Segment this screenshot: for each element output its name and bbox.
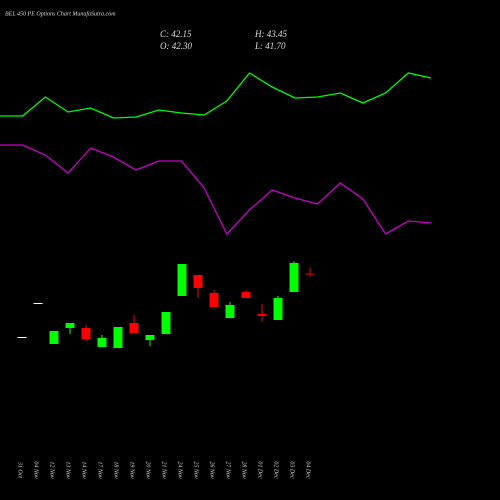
chart-title: BEL 450 PE Options Chart MunafaSutra.com bbox=[5, 10, 116, 17]
x-tick-label: 31 Oct bbox=[17, 461, 23, 478]
x-tick-label: 25 Nov bbox=[193, 461, 199, 479]
candle-body bbox=[33, 303, 43, 304]
x-tick-label: 04 Nov bbox=[33, 461, 40, 479]
x-tick-label: 12 Nov bbox=[49, 461, 55, 479]
x-tick-label: 04 Dec bbox=[305, 461, 312, 478]
candle-body bbox=[17, 337, 27, 338]
candle-body bbox=[241, 292, 251, 298]
candle-body bbox=[113, 327, 123, 348]
x-tick-label: 19 Nov bbox=[129, 461, 135, 479]
x-tick-label: 03 Dec bbox=[289, 461, 295, 478]
x-tick-label: 21 Nov bbox=[161, 461, 167, 479]
x-tick-label: 01 Dec bbox=[257, 461, 263, 478]
x-tick-label: 24 Nov bbox=[177, 461, 184, 479]
x-tick-label: 02 Dec bbox=[273, 461, 279, 478]
candle-body bbox=[289, 263, 299, 292]
x-tick-label: 18 Nov bbox=[113, 461, 119, 479]
x-tick-label: 17 Nov bbox=[97, 461, 103, 479]
candle-body bbox=[209, 293, 219, 307]
low-label: L: 41.70 bbox=[254, 41, 286, 51]
candle-body bbox=[49, 331, 59, 344]
candle-body bbox=[145, 335, 155, 340]
candle-body bbox=[161, 312, 171, 334]
line-series bbox=[0, 72, 432, 119]
candle-body bbox=[257, 314, 267, 316]
candle-body bbox=[97, 338, 107, 347]
line-series bbox=[0, 144, 432, 236]
x-tick-label: 28 Nov bbox=[241, 461, 247, 479]
candle-body bbox=[273, 298, 283, 320]
open-label: O: 42.30 bbox=[160, 41, 192, 51]
candle-body bbox=[305, 273, 315, 275]
candle-body bbox=[193, 275, 203, 288]
candle-body bbox=[225, 305, 235, 318]
candle-body bbox=[177, 264, 187, 296]
x-tick-label: 20 Nov bbox=[145, 461, 151, 479]
x-tick-label: 27 Nov bbox=[225, 461, 231, 479]
x-tick-label: 13 Nov bbox=[65, 461, 71, 479]
candle-body bbox=[65, 323, 75, 328]
x-tick-label: 14 Nov bbox=[81, 461, 88, 479]
x-tick-label: 26 Nov bbox=[209, 461, 215, 479]
close-label: C: 42.15 bbox=[160, 29, 192, 39]
high-label: H: 43.45 bbox=[254, 29, 287, 39]
candle-body bbox=[81, 328, 91, 339]
candle-body bbox=[129, 323, 139, 333]
